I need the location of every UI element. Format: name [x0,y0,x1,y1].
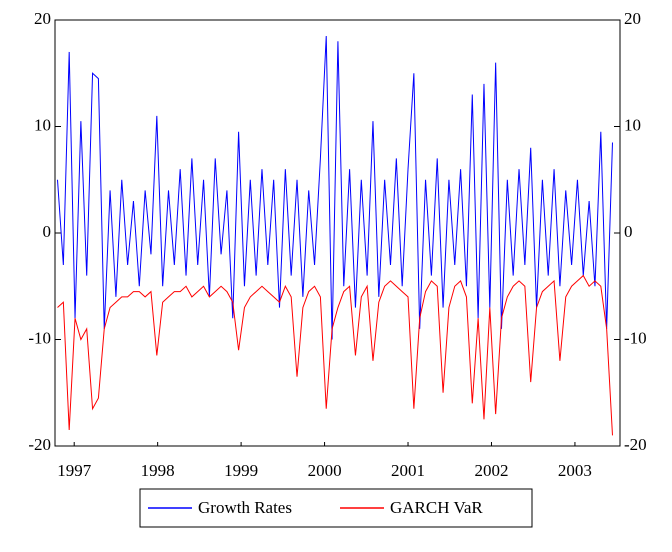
legend-label: GARCH VaR [390,498,483,517]
y-tick-label: 0 [43,222,52,241]
x-tick-label: 2001 [391,461,425,480]
x-tick-label: 2000 [308,461,342,480]
y2-tick-label: 10 [624,115,641,134]
y-tick-label: 20 [34,9,51,28]
x-tick-label: 2002 [474,461,508,480]
x-tick-label: 2003 [558,461,592,480]
legend-box [139,488,533,528]
series-line [57,274,613,436]
series-line [57,35,613,340]
y2-tick-label: 20 [624,9,641,28]
y2-tick-label: -20 [624,435,647,454]
x-tick-label: 1998 [141,461,175,480]
y2-tick-label: -10 [624,328,647,347]
legend-label: Growth Rates [198,498,292,517]
y-tick-label: -10 [28,328,51,347]
x-tick-label: 1997 [57,461,92,480]
x-tick-label: 1999 [224,461,258,480]
y-tick-label: -20 [28,435,51,454]
y-tick-label: 10 [34,115,51,134]
y2-tick-label: 0 [624,222,633,241]
